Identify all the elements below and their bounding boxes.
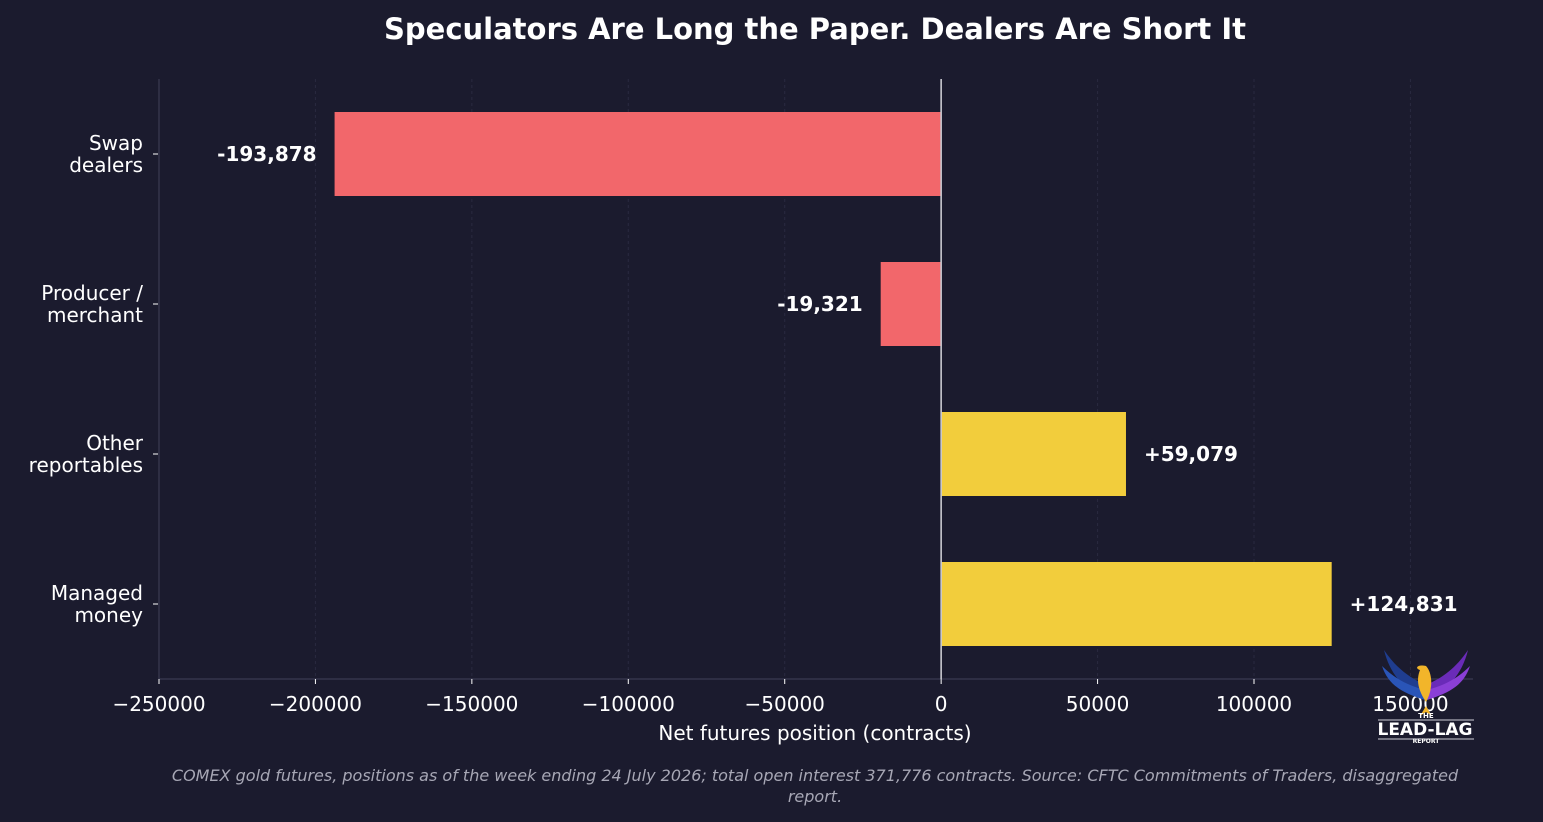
x-ticks: −250000 −200000 −150000 −100000 −50000 0 50000… [112, 679, 1449, 716]
value-label: +59,079 [1144, 442, 1238, 466]
logo-bottom-text: REPORT [1413, 738, 1441, 745]
category-label: Managed money [51, 581, 143, 627]
category-label: Producer / merchant [41, 281, 143, 327]
chart-title: Speculators Are Long the Paper. Dealers … [384, 12, 1246, 46]
y-categories: Swap dealers Producer / merchant Other report… [29, 131, 158, 627]
category-label: Swap dealers [69, 131, 143, 177]
x-tick-label: 0 [935, 692, 948, 716]
x-tick-label: −250000 [112, 692, 205, 716]
logo-main-text: LEAD-LAG [1377, 720, 1472, 740]
value-labels: -193,878 -19,321 +59,079 +124,831 [217, 142, 1457, 616]
x-tick-label: −150000 [425, 692, 518, 716]
x-tick-label: −200000 [269, 692, 362, 716]
x-axis-label: Net futures position (contracts) [658, 721, 971, 745]
caption-line-1: COMEX gold futures, positions as of the … [172, 766, 1459, 785]
category-label: Other reportables [29, 431, 144, 477]
value-label: -19,321 [777, 292, 862, 316]
x-tick-label: 50000 [1066, 692, 1130, 716]
value-label: -193,878 [217, 142, 316, 166]
caption-line-2: report. [788, 787, 842, 806]
bars [334, 112, 1332, 646]
x-tick-label: −100000 [582, 692, 675, 716]
value-label: +124,831 [1350, 592, 1458, 616]
logo-top-text: THE [1418, 712, 1434, 720]
bar [941, 562, 1332, 646]
bar [334, 112, 942, 196]
x-tick-label: −50000 [745, 692, 825, 716]
x-tick-label: 100000 [1216, 692, 1292, 716]
phoenix-icon [1382, 650, 1470, 716]
lead-lag-logo: THE LEAD-LAG REPORT [1377, 650, 1474, 745]
bar [880, 262, 942, 346]
bar [941, 412, 1126, 496]
